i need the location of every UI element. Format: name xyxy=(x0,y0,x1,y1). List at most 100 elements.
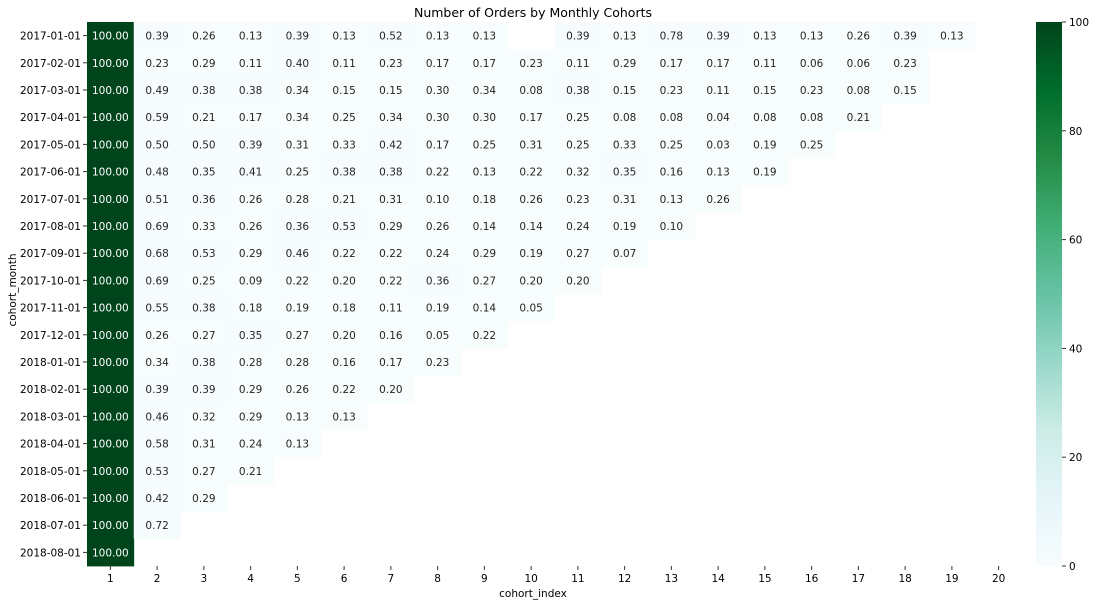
heatmap-cell-label: 0.15 xyxy=(753,85,776,97)
heatmap-cell xyxy=(227,294,275,322)
heatmap-cell xyxy=(180,130,228,159)
heatmap-cell-label: 0.26 xyxy=(239,221,263,233)
heatmap-cell xyxy=(180,430,228,458)
heatmap-cell xyxy=(367,158,415,186)
heatmap-cell xyxy=(461,212,509,240)
heatmap-cell xyxy=(461,130,509,159)
heatmap-cell xyxy=(274,158,322,186)
heatmap-cell-label: 0.18 xyxy=(239,303,262,315)
heatmap-cell-label: 0.08 xyxy=(753,112,776,124)
heatmap-cell xyxy=(180,457,228,485)
heatmap-cell-label: 0.29 xyxy=(192,493,215,505)
heatmap-cell xyxy=(180,266,228,295)
heatmap-cell xyxy=(507,212,555,240)
heatmap-cell-label: 0.29 xyxy=(239,411,262,423)
heatmap-cell xyxy=(741,49,789,77)
heatmap-cell-label: 0.14 xyxy=(519,221,543,233)
heatmap-cell xyxy=(694,76,742,104)
heatmap-cell-label: 0.19 xyxy=(613,221,636,233)
heatmap-cell-label: 0.39 xyxy=(706,31,729,43)
y-tick-label: 2017-06-01 xyxy=(20,167,81,179)
heatmap-cell-label: 0.36 xyxy=(426,275,450,287)
heatmap-cell-label: 0.10 xyxy=(426,194,449,206)
heatmap-cell xyxy=(227,402,275,431)
heatmap-cell xyxy=(87,103,135,132)
heatmap-cell xyxy=(133,49,181,77)
y-tick-label: 2018-05-01 xyxy=(20,466,81,478)
heatmap-cell xyxy=(367,130,415,159)
heatmap-cell xyxy=(87,185,135,213)
heatmap-cell xyxy=(554,266,602,295)
heatmap-cell-label: 0.33 xyxy=(332,139,355,151)
heatmap-cell xyxy=(227,76,275,104)
heatmap-cell xyxy=(180,49,228,77)
y-tick-label: 2018-07-01 xyxy=(20,520,81,532)
heatmap-cell-label: 0.22 xyxy=(473,330,496,342)
heatmap-cell-label: 0.08 xyxy=(519,85,542,97)
heatmap-cell-labels: 100.00 0.39 0.26 0.13 0.39 0.13 0.52 0.13 0.13 0.… xyxy=(92,31,964,560)
heatmap-cell-label: 0.13 xyxy=(660,194,683,206)
heatmap-cell xyxy=(227,22,275,50)
heatmap-cell-label: 0.31 xyxy=(192,439,215,451)
heatmap-cell xyxy=(788,103,836,132)
heatmap-cell-label: 0.38 xyxy=(332,167,355,179)
heatmap-cell-label: 100.00 xyxy=(92,520,129,532)
heatmap-cell xyxy=(461,321,509,349)
heatmap-cell-label: 100.00 xyxy=(92,167,129,179)
heatmap-cell-label: 0.22 xyxy=(332,384,355,396)
heatmap-cell xyxy=(414,266,462,295)
heatmap-cell-label: 0.20 xyxy=(332,330,355,342)
heatmap-cell-label: 100.00 xyxy=(92,439,129,451)
heatmap-cell-label: 100.00 xyxy=(92,58,129,70)
heatmap-cell xyxy=(133,239,181,268)
heatmap-cell-label: 0.13 xyxy=(706,167,729,179)
heatmap-cell-label: 0.25 xyxy=(800,139,823,151)
heatmap-cell-label: 0.13 xyxy=(332,31,355,43)
heatmap-cell-label: 0.35 xyxy=(239,330,262,342)
heatmap-cell-label: 0.25 xyxy=(192,275,215,287)
heatmap-cell xyxy=(227,266,275,295)
heatmap-cell xyxy=(461,185,509,213)
heatmap-cell-label: 0.39 xyxy=(145,384,168,396)
heatmap-cell xyxy=(133,430,181,458)
heatmap-cell-label: 0.38 xyxy=(192,303,215,315)
heatmap-cell-label: 0.21 xyxy=(192,112,215,124)
heatmap-cell-label: 0.22 xyxy=(426,167,449,179)
heatmap-cell xyxy=(87,538,135,567)
heatmap-cell-label: 0.25 xyxy=(332,112,355,124)
heatmap-cell xyxy=(788,49,836,77)
x-tick-label: 13 xyxy=(665,573,678,585)
heatmap-cell-label: 100.00 xyxy=(92,330,129,342)
heatmap-cell xyxy=(414,239,462,268)
heatmap-cell-label: 0.41 xyxy=(239,167,262,179)
heatmap-cell-label: 100.00 xyxy=(92,384,129,396)
heatmap-cell-label: 0.13 xyxy=(239,31,262,43)
heatmap-cell-label: 0.46 xyxy=(145,411,169,423)
heatmap-cell-label: 0.17 xyxy=(426,139,449,151)
heatmap-cell-label: 0.27 xyxy=(566,248,589,260)
heatmap-cell xyxy=(414,49,462,77)
heatmap-cell xyxy=(601,212,649,240)
heatmap-cell xyxy=(274,49,322,77)
heatmap-cell xyxy=(133,76,181,104)
heatmap-cell xyxy=(507,185,555,213)
heatmap-cell-label: 0.32 xyxy=(192,411,215,423)
y-tick-label: 2017-03-01 xyxy=(20,85,81,97)
x-tick-label: 6 xyxy=(341,573,348,585)
heatmap-cell xyxy=(274,185,322,213)
heatmap-cell-label: 0.38 xyxy=(566,85,589,97)
y-tick-label: 2018-01-01 xyxy=(20,357,81,369)
heatmap-cell-label: 0.22 xyxy=(379,275,402,287)
heatmap-cell-label: 0.28 xyxy=(286,357,309,369)
heatmap-cell-label: 0.11 xyxy=(332,58,355,70)
heatmap-cell-label: 0.31 xyxy=(286,139,309,151)
heatmap-cell-label: 0.39 xyxy=(566,31,589,43)
colorbar xyxy=(1036,22,1062,566)
heatmap-cells xyxy=(87,22,976,567)
heatmap-cell xyxy=(180,375,228,404)
heatmap-cell-label: 0.21 xyxy=(239,466,262,478)
heatmap-cell-label: 0.26 xyxy=(706,194,730,206)
heatmap-cell-label: 0.27 xyxy=(286,330,309,342)
heatmap-cell xyxy=(180,158,228,186)
heatmap-cell xyxy=(414,185,462,213)
